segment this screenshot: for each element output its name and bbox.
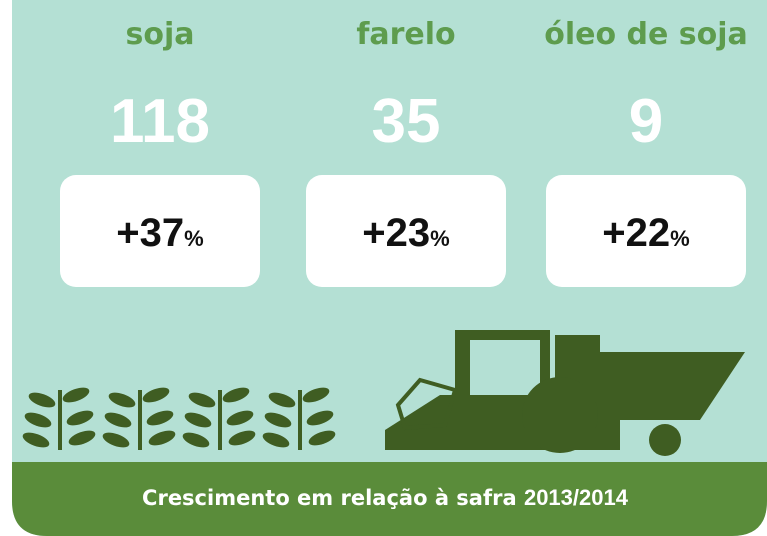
item-value: 118 <box>110 87 210 156</box>
growth-unit: % <box>670 226 690 251</box>
footer-period: 2013/2014 <box>524 485 629 510</box>
wheel <box>522 377 598 453</box>
growth-value: +23 <box>362 211 430 255</box>
item-label: soja <box>126 17 195 52</box>
footer-text: Crescimento em relação à safra <box>142 486 517 510</box>
page: soja 118 +37% farelo 35 +23% óleo de soja 9 +22%… <box>0 0 767 536</box>
growth-value: +22 <box>602 211 670 255</box>
stem <box>298 390 302 450</box>
item-value: 35 <box>372 87 441 156</box>
rear-wheel <box>649 424 681 456</box>
growth-value: +37 <box>116 211 184 255</box>
item-value: 9 <box>629 87 663 156</box>
growth-unit: % <box>184 226 204 251</box>
stem <box>58 390 62 450</box>
item-label: farelo <box>356 17 455 52</box>
growth-unit: % <box>430 226 450 251</box>
stem <box>218 390 222 450</box>
item-label: óleo de soja <box>544 17 748 52</box>
stem <box>138 390 142 450</box>
infographic: soja 118 +37% farelo 35 +23% óleo de soja 9 +22%… <box>0 0 767 536</box>
footer: Crescimento em relação à safra 2013/2014 <box>142 485 629 510</box>
